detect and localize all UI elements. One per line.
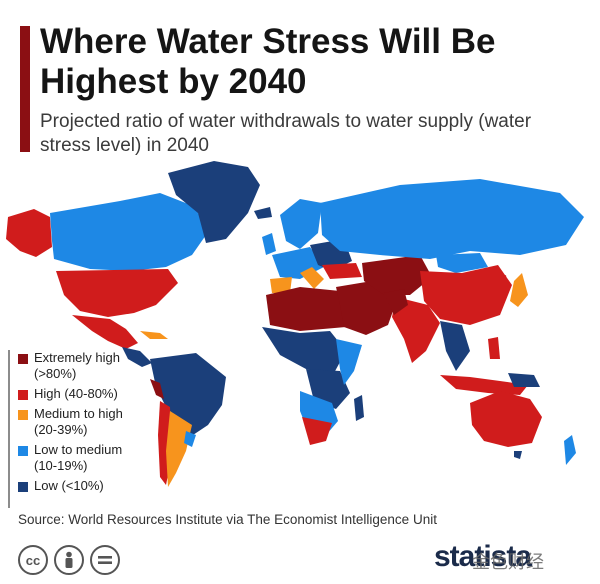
region-scandinavia xyxy=(280,199,322,249)
watermark: 金色财经 xyxy=(472,552,544,572)
region-alaska xyxy=(6,209,52,257)
region-australia xyxy=(470,391,542,447)
region-korea xyxy=(498,275,508,295)
region-greenland xyxy=(168,161,260,243)
region-new-guinea xyxy=(508,373,540,387)
region-iceland xyxy=(254,207,272,219)
title-accent-bar xyxy=(20,26,30,152)
region-turkey xyxy=(322,263,362,279)
equals-no-derivatives-icon[interactable] xyxy=(90,545,120,575)
region-new-zealand xyxy=(564,435,576,465)
region-philippines xyxy=(488,337,500,359)
region-china xyxy=(420,265,512,325)
region-mongolia xyxy=(436,253,488,273)
region-indonesia xyxy=(440,375,528,395)
region-usa xyxy=(56,269,178,317)
region-canada xyxy=(50,193,206,271)
legend-swatch xyxy=(18,482,28,492)
source-note: Source: World Resources Institute via Th… xyxy=(18,512,437,527)
region-argentina xyxy=(166,411,192,487)
region-south-america-north xyxy=(150,353,226,437)
region-uk xyxy=(262,233,276,255)
region-north-africa xyxy=(266,287,352,331)
page-title: Where Water Stress Will Be Highest by 20… xyxy=(40,22,496,101)
region-russia xyxy=(320,179,584,259)
region-india xyxy=(392,297,440,363)
legend-swatch xyxy=(18,446,28,456)
region-central-america xyxy=(122,347,152,367)
legend-swatch xyxy=(18,354,28,364)
region-italy-greece xyxy=(300,267,324,289)
region-central-asia xyxy=(362,255,432,295)
region-madagascar xyxy=(354,395,364,421)
person-attribution-icon[interactable] xyxy=(54,545,84,575)
region-cuba xyxy=(140,331,168,339)
legend-item-extremely-high: Extremely high (>80%) xyxy=(18,350,178,382)
world-map xyxy=(6,161,584,487)
legend-item-low-medium: Low to medium (10-19%) xyxy=(18,442,178,474)
region-west-africa xyxy=(262,327,346,373)
legend-item-medium-high: Medium to high (20-39%) xyxy=(18,406,178,438)
region-middle-east xyxy=(336,281,398,335)
region-uruguay xyxy=(184,431,196,447)
legend: Extremely high (>80%) High (40-80%) Medi… xyxy=(8,350,178,508)
region-east-africa xyxy=(336,339,362,385)
legend-rail xyxy=(8,350,10,508)
region-southeast-asia xyxy=(440,321,470,371)
legend-item-high: High (40-80%) xyxy=(18,386,178,402)
region-tasmania xyxy=(514,451,522,459)
cc-icon[interactable]: cc xyxy=(18,545,48,575)
legend-item-low: Low (<10%) xyxy=(18,478,178,494)
region-spain xyxy=(270,277,292,293)
page-subtitle: Projected ratio of water withdrawals to … xyxy=(40,111,532,156)
region-south-africa xyxy=(302,417,332,445)
legend-swatch xyxy=(18,410,28,420)
region-mexico xyxy=(72,315,138,349)
region-japan xyxy=(510,273,528,307)
legend-swatch xyxy=(18,390,28,400)
region-peru xyxy=(150,379,164,399)
region-pakistan xyxy=(384,289,408,315)
statista-logo[interactable]: statista xyxy=(434,540,532,573)
